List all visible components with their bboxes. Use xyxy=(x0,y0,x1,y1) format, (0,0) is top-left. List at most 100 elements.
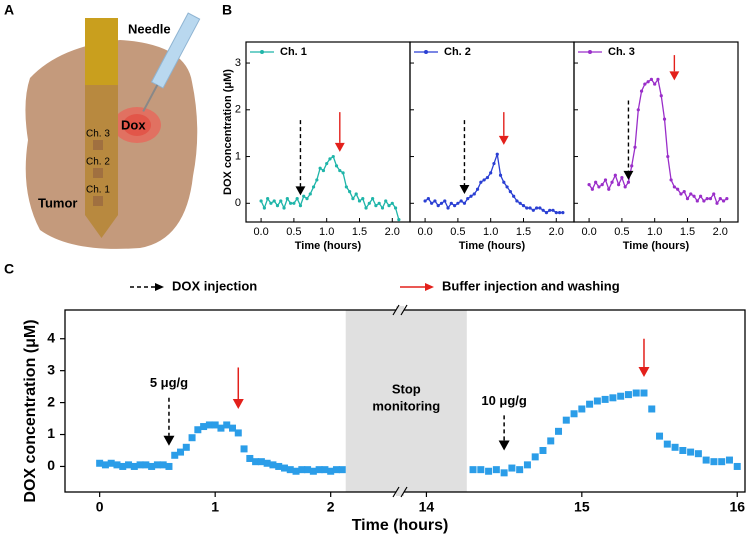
series-marker xyxy=(695,199,699,203)
series-marker xyxy=(475,187,480,191)
dox-core xyxy=(123,114,151,136)
series-marker xyxy=(348,190,352,194)
x-tick-label: 15 xyxy=(574,499,590,515)
arrow-head xyxy=(498,440,510,451)
series-marker xyxy=(646,80,650,84)
series-marker xyxy=(423,199,427,203)
data-point xyxy=(609,394,617,402)
x-tick-label: 16 xyxy=(729,499,745,515)
x-tick-label: 1.0 xyxy=(647,226,662,238)
arrow xyxy=(163,397,175,446)
dox-label: Dox xyxy=(121,117,146,132)
series-marker xyxy=(538,206,542,210)
arrow-head xyxy=(638,367,650,378)
series-marker xyxy=(462,201,467,205)
series-marker xyxy=(505,185,509,189)
legend-label: Buffer injection and washing xyxy=(442,278,620,293)
data-point xyxy=(142,461,150,469)
series-marker xyxy=(557,211,562,215)
x-tick-label: 1.5 xyxy=(680,226,695,238)
series-marker xyxy=(672,185,676,189)
series-marker xyxy=(315,178,319,182)
series-marker xyxy=(669,178,673,182)
series-marker xyxy=(617,182,621,187)
series-marker xyxy=(430,201,434,205)
series-marker xyxy=(449,201,453,205)
arrow-head xyxy=(669,71,680,81)
legend-arrow-head xyxy=(155,283,164,291)
data-point xyxy=(508,464,516,472)
data-point xyxy=(648,405,656,413)
arrow-head xyxy=(295,186,306,196)
data-point xyxy=(694,450,702,458)
x-tick-label: 0.0 xyxy=(253,226,268,238)
series-marker xyxy=(712,192,716,196)
series-marker xyxy=(518,201,522,205)
y-tick-label: 3 xyxy=(47,361,55,377)
series-marker xyxy=(636,108,640,112)
x-tick-label: 0 xyxy=(96,499,104,515)
data-point xyxy=(286,466,294,474)
series-marker xyxy=(653,82,657,86)
series-marker xyxy=(275,204,280,208)
x-tick-label: 2 xyxy=(327,499,335,515)
data-point xyxy=(555,427,563,435)
series-marker xyxy=(535,206,539,210)
x-tick-label: 1 xyxy=(211,499,219,515)
series-marker xyxy=(685,197,690,201)
data-point xyxy=(309,467,317,475)
arrow xyxy=(498,112,509,145)
data-point xyxy=(725,456,733,464)
series-marker xyxy=(492,161,496,166)
data-point xyxy=(211,421,219,429)
x-tick-label: 0.5 xyxy=(450,226,465,238)
data-point xyxy=(321,466,329,474)
series-marker xyxy=(318,166,322,170)
data-point xyxy=(240,445,248,453)
legend-label: Ch. 3 xyxy=(608,46,635,58)
series-marker xyxy=(715,201,719,205)
series-marker xyxy=(466,197,470,201)
series-marker xyxy=(361,197,365,201)
series-marker xyxy=(597,185,601,189)
legend-marker xyxy=(260,50,264,54)
legend-label: Ch. 2 xyxy=(444,46,471,58)
series-marker xyxy=(498,173,503,177)
data-point xyxy=(570,410,578,418)
series-marker xyxy=(531,208,535,212)
series-marker xyxy=(459,199,463,203)
series-marker xyxy=(702,199,706,203)
arrow-head xyxy=(459,184,470,194)
data-point xyxy=(223,421,231,429)
axis-break-gap xyxy=(396,306,404,314)
data-point xyxy=(315,466,323,474)
data-point xyxy=(275,462,283,470)
data-point xyxy=(624,391,632,399)
series-marker xyxy=(472,192,476,196)
plot-frame xyxy=(573,41,739,223)
data-point xyxy=(469,466,477,474)
series-marker xyxy=(426,197,430,201)
series-marker xyxy=(561,211,565,215)
series-marker xyxy=(344,185,348,189)
y-tick-label: 1 xyxy=(47,425,55,441)
x-tick-label: 0.0 xyxy=(417,226,432,238)
series-marker xyxy=(393,206,398,210)
data-point xyxy=(547,437,555,445)
series-marker xyxy=(262,206,266,210)
x-axis-title: Time (hours) xyxy=(295,240,362,252)
series-marker xyxy=(721,199,726,203)
data-point xyxy=(182,443,190,451)
series-marker xyxy=(676,187,680,191)
axis-break-mark xyxy=(392,304,400,316)
series-marker xyxy=(689,192,693,196)
series-marker xyxy=(666,154,670,159)
series-marker xyxy=(325,161,329,166)
x-tick-label: 0.0 xyxy=(581,226,596,238)
shaded-region xyxy=(345,310,467,492)
series-marker xyxy=(502,180,506,184)
plot-frame xyxy=(409,41,575,223)
series-marker xyxy=(311,185,316,189)
series-marker xyxy=(292,201,296,205)
data-point xyxy=(531,453,539,461)
